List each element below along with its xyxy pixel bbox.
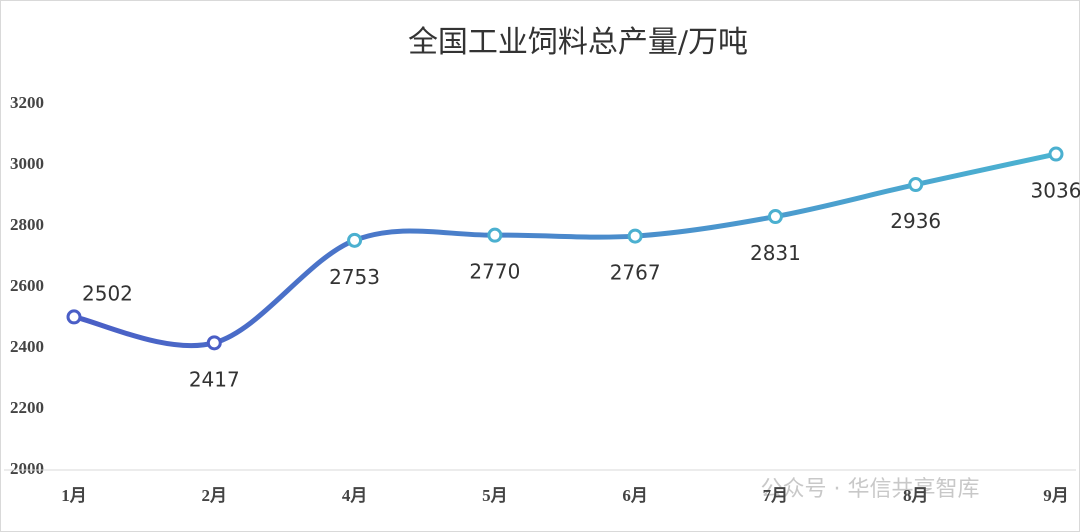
y-tick-label: 2600 — [10, 276, 44, 295]
y-tick-label: 2400 — [10, 337, 44, 356]
marker — [487, 227, 503, 243]
x-tick-label: 9月 — [1043, 486, 1069, 505]
y-tick-label: 2000 — [10, 459, 44, 478]
data-label: 2936 — [890, 209, 941, 233]
data-label: 2770 — [469, 260, 520, 284]
y-tick-label: 2800 — [10, 215, 44, 234]
x-tick-label: 5月 — [482, 486, 508, 505]
data-label: 2831 — [750, 241, 801, 265]
x-tick-label: 8月 — [903, 486, 929, 505]
watermark: 公众号 · 华信共享智库 — [761, 477, 980, 502]
data-label: 3036 — [1031, 179, 1080, 203]
x-tick-label: 1月 — [61, 486, 87, 505]
y-tick-label: 3000 — [10, 154, 44, 173]
marker — [347, 232, 363, 248]
x-tick-label: 6月 — [622, 486, 648, 505]
y-tick-label: 3200 — [10, 93, 44, 112]
marker — [206, 335, 222, 351]
data-label: 2502 — [82, 281, 133, 305]
marker — [1048, 146, 1064, 162]
marker — [908, 177, 924, 193]
x-tick-label: 7月 — [763, 486, 789, 505]
data-label: 2753 — [329, 265, 380, 289]
marker — [767, 209, 783, 225]
x-tick-label: 4月 — [342, 486, 368, 505]
data-label: 2767 — [610, 261, 661, 285]
chart-title: 全国工业饲料总产量/万吨 — [408, 25, 748, 60]
marker — [66, 309, 82, 325]
series-line — [71, 151, 1059, 349]
marker — [627, 228, 643, 244]
data-label: 2417 — [189, 367, 240, 391]
x-tick-label: 2月 — [202, 486, 228, 505]
y-tick-label: 2200 — [10, 398, 44, 417]
